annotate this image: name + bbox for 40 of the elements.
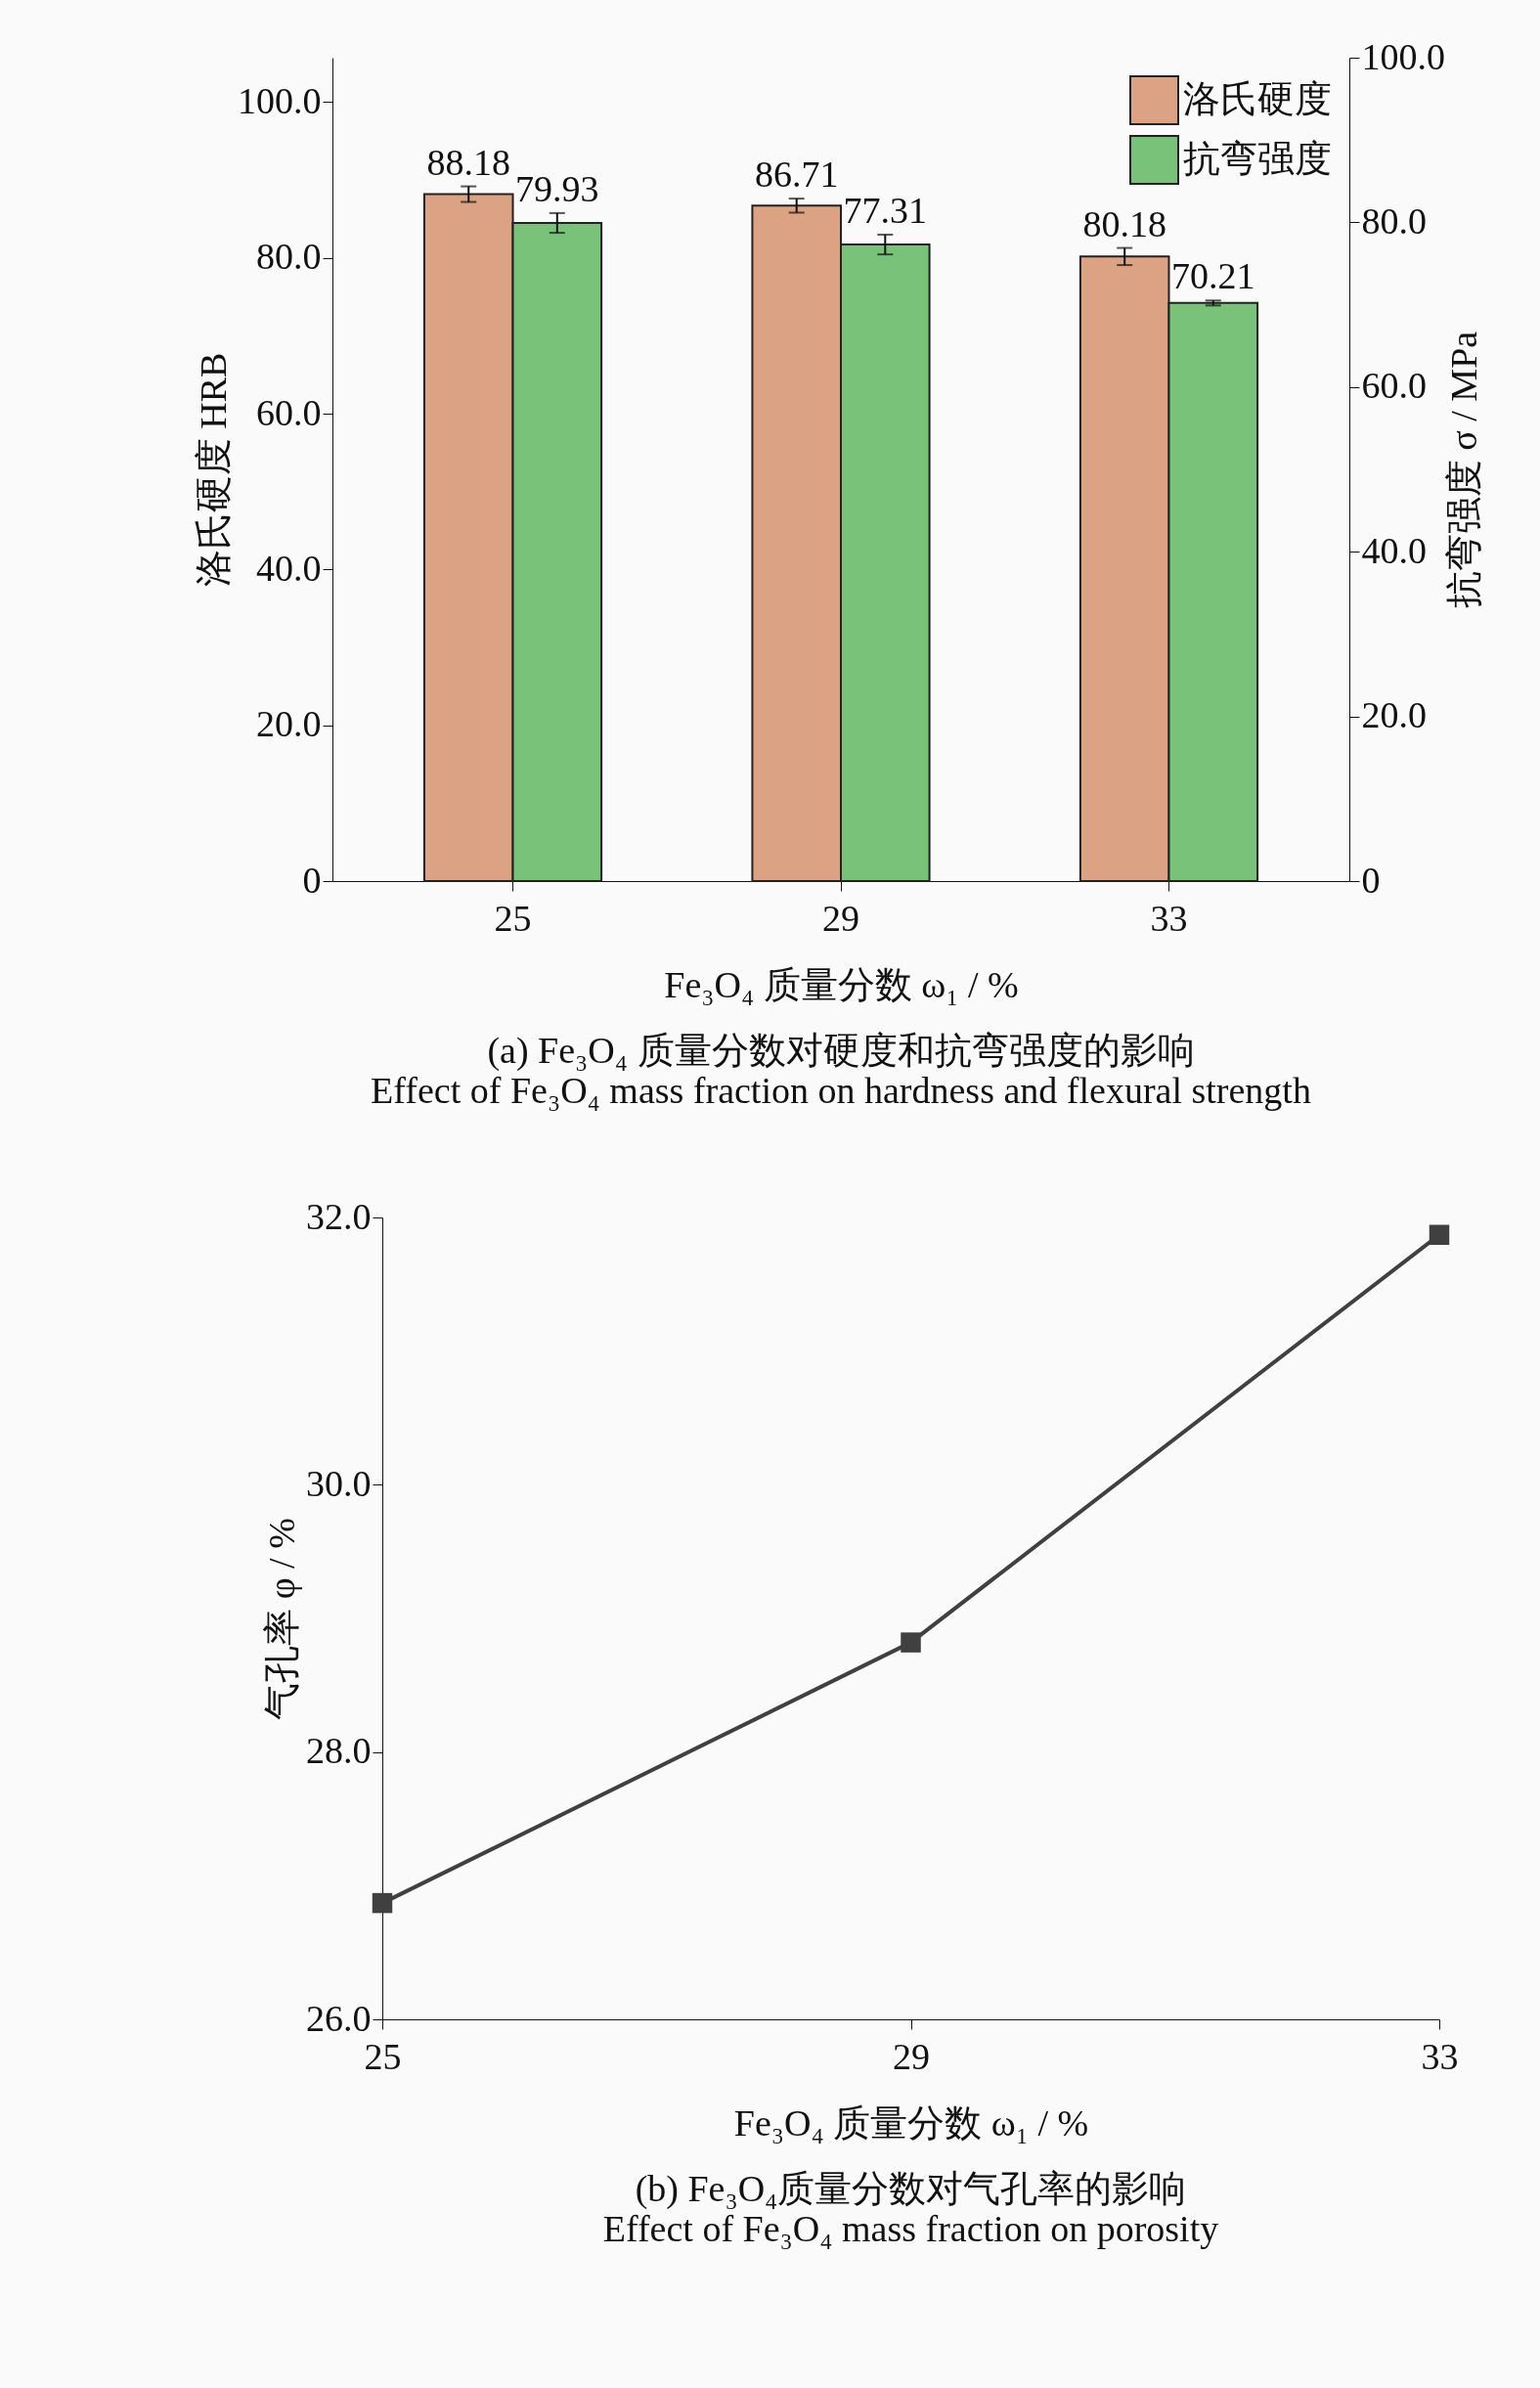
x-tick-label: 25 <box>494 897 532 939</box>
y-axis-title: 洛氏硬度 HRB <box>193 352 234 588</box>
y2-tick-label: 0 <box>1361 859 1381 901</box>
y2-tick-label: 80.0 <box>1361 199 1427 242</box>
point <box>901 1632 921 1653</box>
x-axis-title: Fe₃O₄ 质量分数 ω₁ / % <box>664 963 1019 1005</box>
data-label: 79.93 <box>515 167 599 209</box>
y2-tick-label: 100.0 <box>1361 35 1445 77</box>
y2-tick-label: 20.0 <box>1361 694 1427 736</box>
y-tick-label: 32.0 <box>306 1195 372 1237</box>
y-axis-title: 气孔率 φ / % <box>261 1518 302 1720</box>
text: Effect of Fe₃O₄ mass fraction on porosity <box>602 2208 1219 2249</box>
x-tick-label: 33 <box>1150 897 1188 939</box>
data-label: 80.18 <box>1082 202 1166 244</box>
x-tick-label: 29 <box>893 2035 930 2077</box>
data-label: 70.21 <box>1171 255 1255 297</box>
y-tick-label: 30.0 <box>306 1462 372 1504</box>
legend-label: 抗弯强度 <box>1183 137 1332 179</box>
y-tick-label: 40.0 <box>256 547 322 589</box>
y-tick-label: 0 <box>302 859 322 901</box>
y-tick-label: 100.0 <box>238 79 322 121</box>
text: (b) Fe₃O₄质量分数对气孔率的影响 <box>635 2168 1187 2210</box>
y2-tick-label: 60.0 <box>1361 365 1427 407</box>
point <box>372 1892 393 1914</box>
point <box>1429 1224 1450 1246</box>
x-tick-label: 29 <box>822 897 859 939</box>
text: Effect of Fe₃O₄ mass fraction on hardness and flexural strength <box>371 1070 1311 1111</box>
data-label: 86.71 <box>754 154 839 196</box>
text: (a) Fe₃O₄ 质量分数对硬度和抗弯强度的影响 <box>487 1030 1195 1072</box>
legend-label: 洛氏硬度 <box>1183 77 1332 119</box>
y2-tick-label: 40.0 <box>1361 529 1427 571</box>
x-axis-title: Fe₃O₄ 质量分数 ω₁ / % <box>733 2101 1089 2144</box>
y-tick-label: 28.0 <box>306 1730 372 1772</box>
y-tick-label: 80.0 <box>256 236 322 278</box>
y2-axis-title: 抗弯强度 σ / MPa <box>1443 331 1484 609</box>
data-label: 77.31 <box>843 189 928 231</box>
data-label: 88.18 <box>426 141 510 183</box>
y-tick-label: 60.0 <box>256 391 322 433</box>
y-tick-label: 20.0 <box>256 703 322 745</box>
x-tick-label: 33 <box>1421 2035 1459 2077</box>
